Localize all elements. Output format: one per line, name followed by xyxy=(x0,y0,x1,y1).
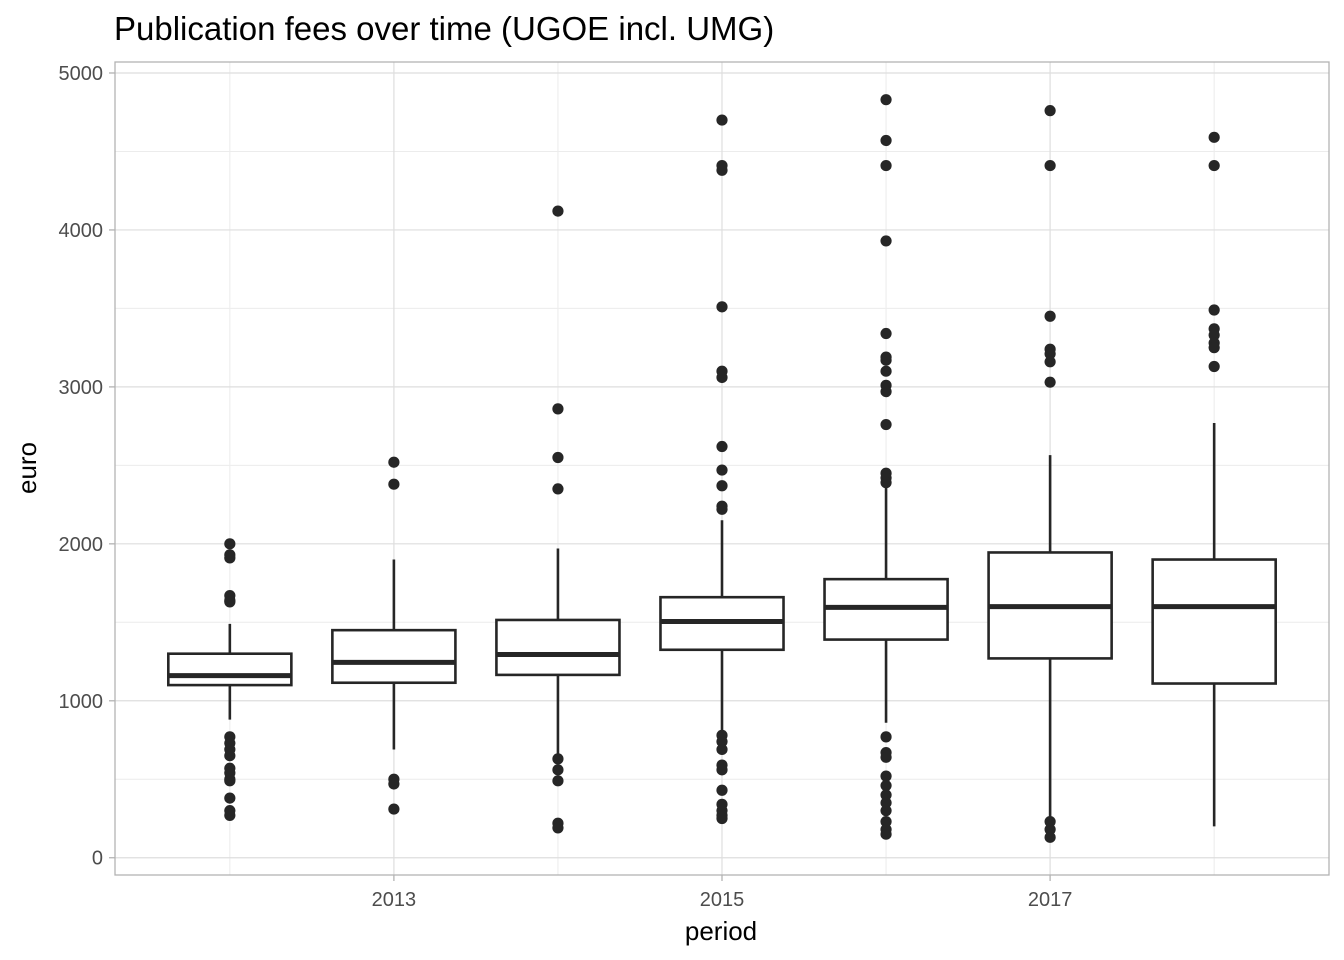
outlier-point xyxy=(716,371,728,384)
outlier-point xyxy=(388,803,400,815)
outlier-point xyxy=(1208,342,1220,354)
outlier-point xyxy=(1044,376,1056,388)
outlier-point xyxy=(224,792,236,804)
box-iqr xyxy=(331,628,457,685)
outlier-point xyxy=(880,797,892,809)
outlier-point xyxy=(716,480,728,492)
outlier-point xyxy=(716,301,728,313)
outlier-point xyxy=(716,164,728,176)
y-tick-label: 2000 xyxy=(59,534,104,556)
outlier-point xyxy=(716,735,728,748)
outlier-point xyxy=(552,483,564,495)
plot-panel: 0 1000 2000 3000 4000 5000 2013 2015 2017 xyxy=(59,61,1330,911)
outlier-point xyxy=(880,94,892,106)
outlier-point xyxy=(552,451,564,464)
outlier-point xyxy=(880,477,892,489)
outlier-point xyxy=(388,778,400,790)
x-tick-label: 2017 xyxy=(1028,889,1073,911)
outlier-point xyxy=(880,159,892,172)
outlier-point xyxy=(1044,816,1056,828)
outlier-point xyxy=(716,440,728,453)
outlier-point xyxy=(552,753,564,765)
y-tick-label: 1000 xyxy=(59,691,104,713)
y-tick-label: 0 xyxy=(92,848,103,870)
box-iqr xyxy=(495,618,621,677)
box-iqr xyxy=(167,652,293,687)
chart-title: Publication fees over time (UGOE incl. U… xyxy=(114,10,774,47)
outlier-point xyxy=(1044,105,1056,117)
outlier-point xyxy=(1044,348,1056,360)
outlier-point xyxy=(388,456,400,468)
outlier-point xyxy=(880,789,892,801)
outlier-point xyxy=(1208,159,1220,172)
outlier-point xyxy=(880,828,892,840)
outlier-point xyxy=(552,822,564,834)
outlier-point xyxy=(880,751,892,763)
outlier-point xyxy=(1208,360,1220,373)
outlier-point xyxy=(388,478,400,490)
x-tick-label: 2013 xyxy=(372,889,417,911)
outlier-point xyxy=(880,134,892,147)
outlier-point xyxy=(880,385,892,398)
outlier-point xyxy=(224,596,236,608)
outlier-point xyxy=(552,775,564,787)
y-axis-title: euro xyxy=(12,442,42,494)
outlier-point xyxy=(552,403,564,415)
outlier-point xyxy=(716,784,728,796)
outlier-point xyxy=(880,235,892,247)
outlier-point xyxy=(224,809,236,821)
outlier-point xyxy=(552,205,564,217)
outlier-point xyxy=(716,764,728,776)
outlier-point xyxy=(716,464,728,476)
y-tick-label: 3000 xyxy=(59,377,104,399)
x-axis-title: period xyxy=(685,916,757,946)
outlier-point xyxy=(1044,159,1056,172)
outlier-point xyxy=(716,114,728,126)
y-tick-label: 5000 xyxy=(59,63,104,85)
outlier-point xyxy=(224,538,236,550)
outlier-point xyxy=(1044,310,1056,322)
outlier-point xyxy=(880,805,892,817)
outlier-point xyxy=(224,775,236,787)
y-tick-label: 4000 xyxy=(59,220,104,242)
outlier-point xyxy=(1044,356,1056,368)
outlier-point xyxy=(716,503,728,515)
outlier-point xyxy=(880,731,892,743)
outlier-point xyxy=(716,743,728,756)
outlier-point xyxy=(880,418,892,431)
outlier-point xyxy=(880,816,892,828)
outlier-point xyxy=(224,552,236,564)
outlier-point xyxy=(1208,329,1220,341)
outlier-point xyxy=(880,779,892,792)
outlier-point xyxy=(880,770,892,782)
outlier-point xyxy=(1044,823,1056,836)
outlier-point xyxy=(552,764,564,776)
outlier-point xyxy=(716,812,728,825)
outlier-point xyxy=(880,354,892,366)
outlier-point xyxy=(1208,304,1220,316)
outlier-point xyxy=(880,327,892,340)
outlier-point xyxy=(880,365,892,377)
outlier-point xyxy=(1044,831,1056,843)
outlier-point xyxy=(1208,131,1220,143)
x-tick-label: 2015 xyxy=(700,889,745,911)
box-iqr xyxy=(1151,558,1277,685)
outlier-point xyxy=(224,750,236,762)
